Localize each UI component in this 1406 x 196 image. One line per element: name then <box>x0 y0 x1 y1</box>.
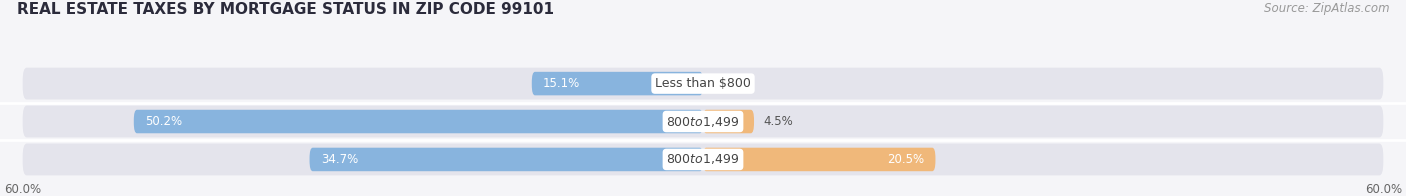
FancyBboxPatch shape <box>22 106 1384 137</box>
FancyBboxPatch shape <box>703 148 935 171</box>
Text: Source: ZipAtlas.com: Source: ZipAtlas.com <box>1264 2 1389 15</box>
Text: 0.0%: 0.0% <box>711 77 742 90</box>
FancyBboxPatch shape <box>309 148 703 171</box>
Text: 34.7%: 34.7% <box>321 153 359 166</box>
FancyBboxPatch shape <box>134 110 703 133</box>
FancyBboxPatch shape <box>22 68 1384 100</box>
Text: 4.5%: 4.5% <box>763 115 793 128</box>
FancyBboxPatch shape <box>531 72 703 95</box>
Text: Less than $800: Less than $800 <box>655 77 751 90</box>
Text: 50.2%: 50.2% <box>145 115 183 128</box>
Text: REAL ESTATE TAXES BY MORTGAGE STATUS IN ZIP CODE 99101: REAL ESTATE TAXES BY MORTGAGE STATUS IN … <box>17 2 554 17</box>
Text: 20.5%: 20.5% <box>887 153 924 166</box>
Text: 15.1%: 15.1% <box>543 77 581 90</box>
Text: $800 to $1,499: $800 to $1,499 <box>666 152 740 166</box>
FancyBboxPatch shape <box>22 143 1384 175</box>
FancyBboxPatch shape <box>703 110 754 133</box>
Text: $800 to $1,499: $800 to $1,499 <box>666 114 740 129</box>
